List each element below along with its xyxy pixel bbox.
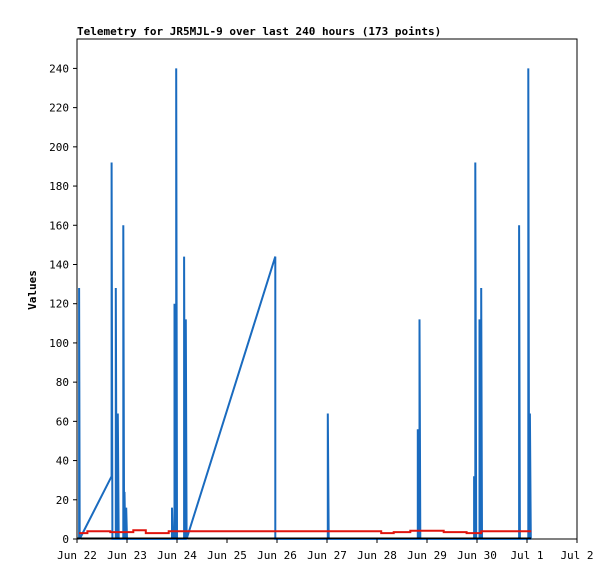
y-tick-label: 40 bbox=[56, 455, 69, 468]
y-axis: 0 20 40 60 80 100 120 140 160 180 200 220 240 bbox=[49, 62, 77, 546]
series-layer bbox=[77, 68, 532, 540]
y-tick-label: 220 bbox=[49, 102, 69, 115]
y-tick-label: 100 bbox=[49, 337, 69, 350]
x-tick-label: Jun 25 bbox=[207, 549, 247, 562]
series-line-2 bbox=[79, 529, 532, 535]
x-tick-label: Jul 2 bbox=[560, 549, 593, 562]
y-tick-label: 20 bbox=[56, 494, 69, 507]
x-tick-label: Jul 1 bbox=[510, 549, 543, 562]
x-tick-label: Jun 26 bbox=[257, 549, 297, 562]
series-line-1 bbox=[78, 68, 532, 540]
y-tick-label: 120 bbox=[49, 298, 69, 311]
y-tick-label: 240 bbox=[49, 62, 69, 75]
y-tick-label: 0 bbox=[62, 533, 69, 546]
y-tick-label: 160 bbox=[49, 219, 69, 232]
y-tick-label: 200 bbox=[49, 141, 69, 154]
y-tick-label: 140 bbox=[49, 258, 69, 271]
y-tick-label: 80 bbox=[56, 376, 69, 389]
chart-title: Telemetry for JR5MJL-9 over last 240 hou… bbox=[77, 25, 441, 38]
x-tick-label: Jun 23 bbox=[107, 549, 147, 562]
x-tick-label: Jun 29 bbox=[407, 549, 447, 562]
x-tick-label: Jun 22 bbox=[57, 549, 97, 562]
x-tick-label: Jun 27 bbox=[307, 549, 347, 562]
x-axis: Jun 22 Jun 23 Jun 24 Jun 25 Jun 26 Jun 27 Jun … bbox=[57, 539, 594, 562]
x-tick-label: Jun 28 bbox=[357, 549, 397, 562]
y-tick-label: 60 bbox=[56, 415, 69, 428]
x-tick-label: Jun 30 bbox=[457, 549, 497, 562]
x-tick-label: Jun 24 bbox=[157, 549, 197, 562]
y-axis-label: Values bbox=[26, 270, 39, 310]
y-tick-label: 180 bbox=[49, 180, 69, 193]
